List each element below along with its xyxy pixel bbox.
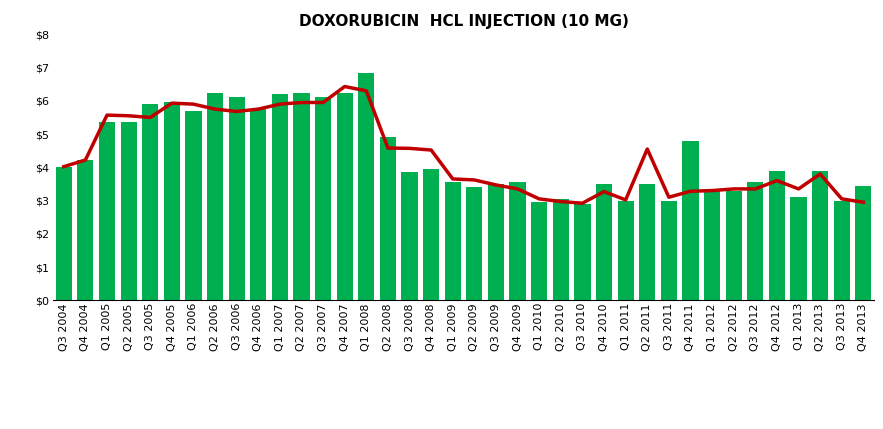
- Title: DOXORUBICIN  HCL INJECTION (10 MG): DOXORUBICIN HCL INJECTION (10 MG): [298, 14, 629, 29]
- Bar: [380, 137, 396, 300]
- Bar: [336, 93, 353, 300]
- Bar: [488, 184, 504, 300]
- Bar: [185, 111, 201, 300]
- Bar: [790, 197, 807, 300]
- Bar: [574, 204, 591, 300]
- Bar: [726, 190, 742, 300]
- Bar: [445, 182, 461, 300]
- Bar: [78, 160, 94, 300]
- Bar: [553, 199, 569, 300]
- Bar: [293, 93, 310, 300]
- Bar: [704, 189, 721, 300]
- Bar: [56, 167, 72, 300]
- Bar: [423, 169, 439, 300]
- Bar: [358, 73, 374, 300]
- Bar: [531, 202, 547, 300]
- Bar: [683, 141, 698, 300]
- Bar: [207, 93, 223, 300]
- Bar: [769, 171, 785, 300]
- Bar: [120, 122, 137, 300]
- Bar: [747, 182, 764, 300]
- Bar: [272, 94, 288, 300]
- Bar: [229, 97, 245, 300]
- Bar: [315, 97, 331, 300]
- Bar: [163, 103, 180, 300]
- Bar: [509, 182, 525, 300]
- Bar: [402, 172, 418, 300]
- Bar: [856, 186, 872, 300]
- Bar: [660, 201, 677, 300]
- Bar: [617, 201, 634, 300]
- Bar: [99, 122, 115, 300]
- Bar: [250, 109, 267, 300]
- Bar: [466, 187, 482, 300]
- Bar: [142, 104, 158, 300]
- Bar: [812, 171, 828, 300]
- Bar: [596, 184, 612, 300]
- Bar: [639, 184, 655, 300]
- Bar: [834, 201, 849, 300]
